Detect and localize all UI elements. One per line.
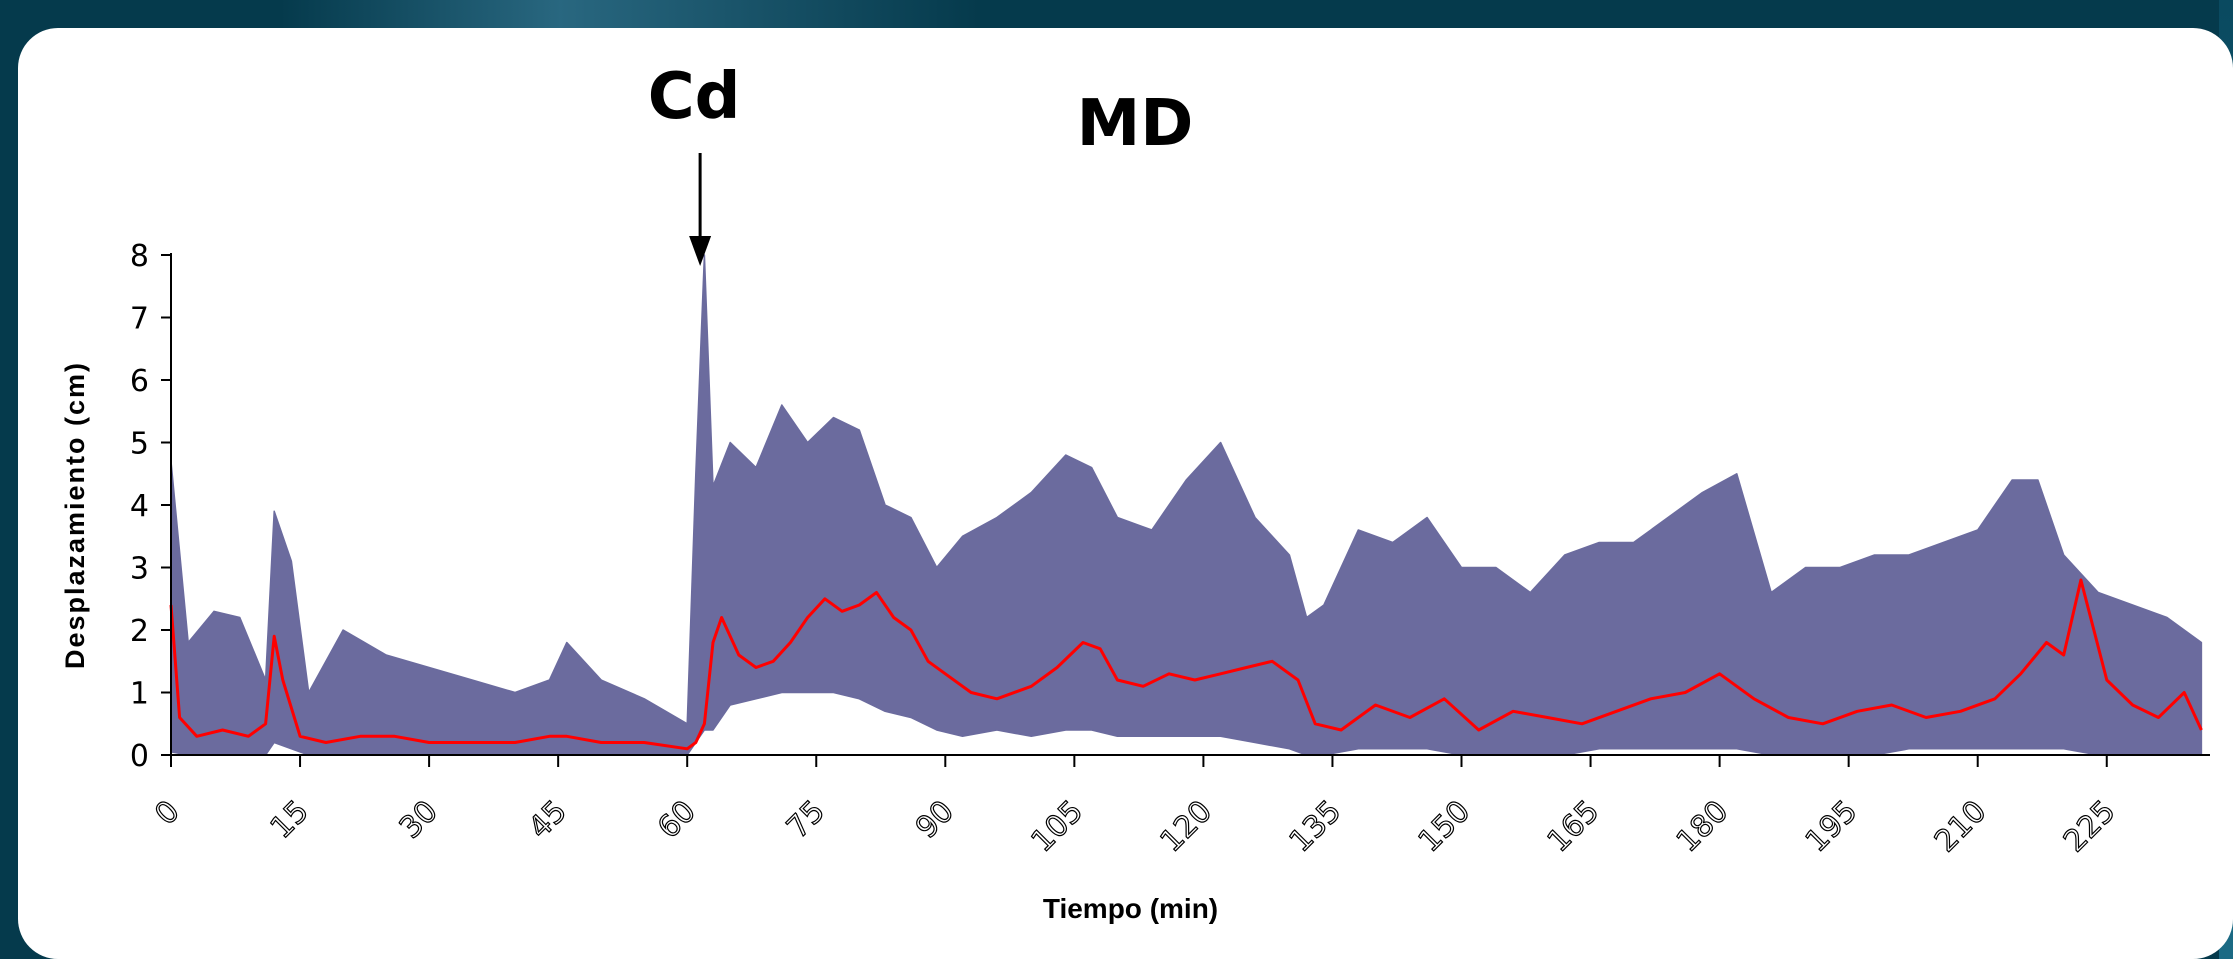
range-series-band xyxy=(170,254,2203,756)
x-tick-label: 105 xyxy=(1025,794,1090,859)
y-tick-label: 5 xyxy=(130,427,149,462)
x-axis-label: Tiempo (min) xyxy=(1043,893,1218,924)
x-tick-label: 210 xyxy=(1928,794,1993,859)
x-tick-label: 15 xyxy=(264,794,316,846)
x-tick-label: 60 xyxy=(651,794,703,846)
y-tick-label: 0 xyxy=(130,739,149,774)
cd-annotation-label: Cd xyxy=(648,60,741,134)
x-tick-label: 0 xyxy=(148,794,186,832)
x-tick-label: 180 xyxy=(1670,794,1735,859)
cd-annotation-arrow-head xyxy=(689,236,712,266)
x-tick-label: 195 xyxy=(1799,794,1864,859)
x-tick-label: 120 xyxy=(1154,794,1219,859)
x-tick-label: 75 xyxy=(780,794,832,846)
y-tick-label: 1 xyxy=(130,677,149,712)
y-tick-label: 2 xyxy=(130,614,149,649)
x-tick-label: 30 xyxy=(393,794,445,846)
x-tick-label: 225 xyxy=(2057,794,2122,859)
x-tick-label: 135 xyxy=(1283,794,1348,859)
y-tick-label: 3 xyxy=(130,552,149,587)
x-tick-label: 165 xyxy=(1541,794,1606,859)
y-tick-label: 7 xyxy=(130,302,149,337)
range-series-layer xyxy=(170,254,2203,756)
y-tick-label: 8 xyxy=(130,239,149,274)
chart-panel xyxy=(18,28,2233,959)
x-tick-label: 90 xyxy=(909,794,961,846)
chart-title: MD xyxy=(1077,87,1194,161)
mean-series-line xyxy=(169,578,2203,751)
x-tick-label: 45 xyxy=(522,794,574,846)
y-tick-label: 4 xyxy=(130,489,149,524)
x-tick-label: 150 xyxy=(1412,794,1477,859)
mean-series-layer xyxy=(169,578,2203,751)
y-tick-label: 6 xyxy=(130,364,149,399)
y-axis-label: Desplazamiento (cm) xyxy=(60,361,90,669)
